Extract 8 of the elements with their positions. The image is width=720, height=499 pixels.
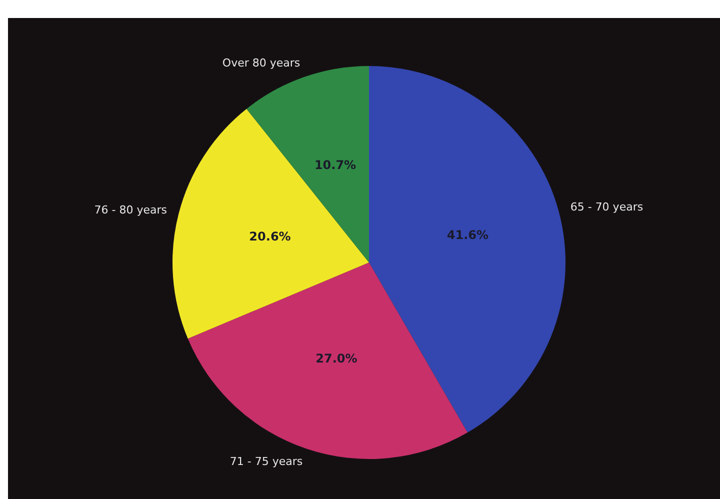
data-label: 20.6% (249, 229, 291, 244)
slice-label: 76 - 80 years (94, 203, 168, 216)
data-label: 27.0% (316, 351, 358, 366)
data-label: 41.6% (446, 228, 488, 242)
data-label: 10.7% (314, 158, 356, 172)
slice-label: Over 80 years (222, 56, 300, 70)
slice-label: 65 - 70 years (570, 200, 644, 214)
slice-label: 71 - 75 years (230, 454, 303, 468)
